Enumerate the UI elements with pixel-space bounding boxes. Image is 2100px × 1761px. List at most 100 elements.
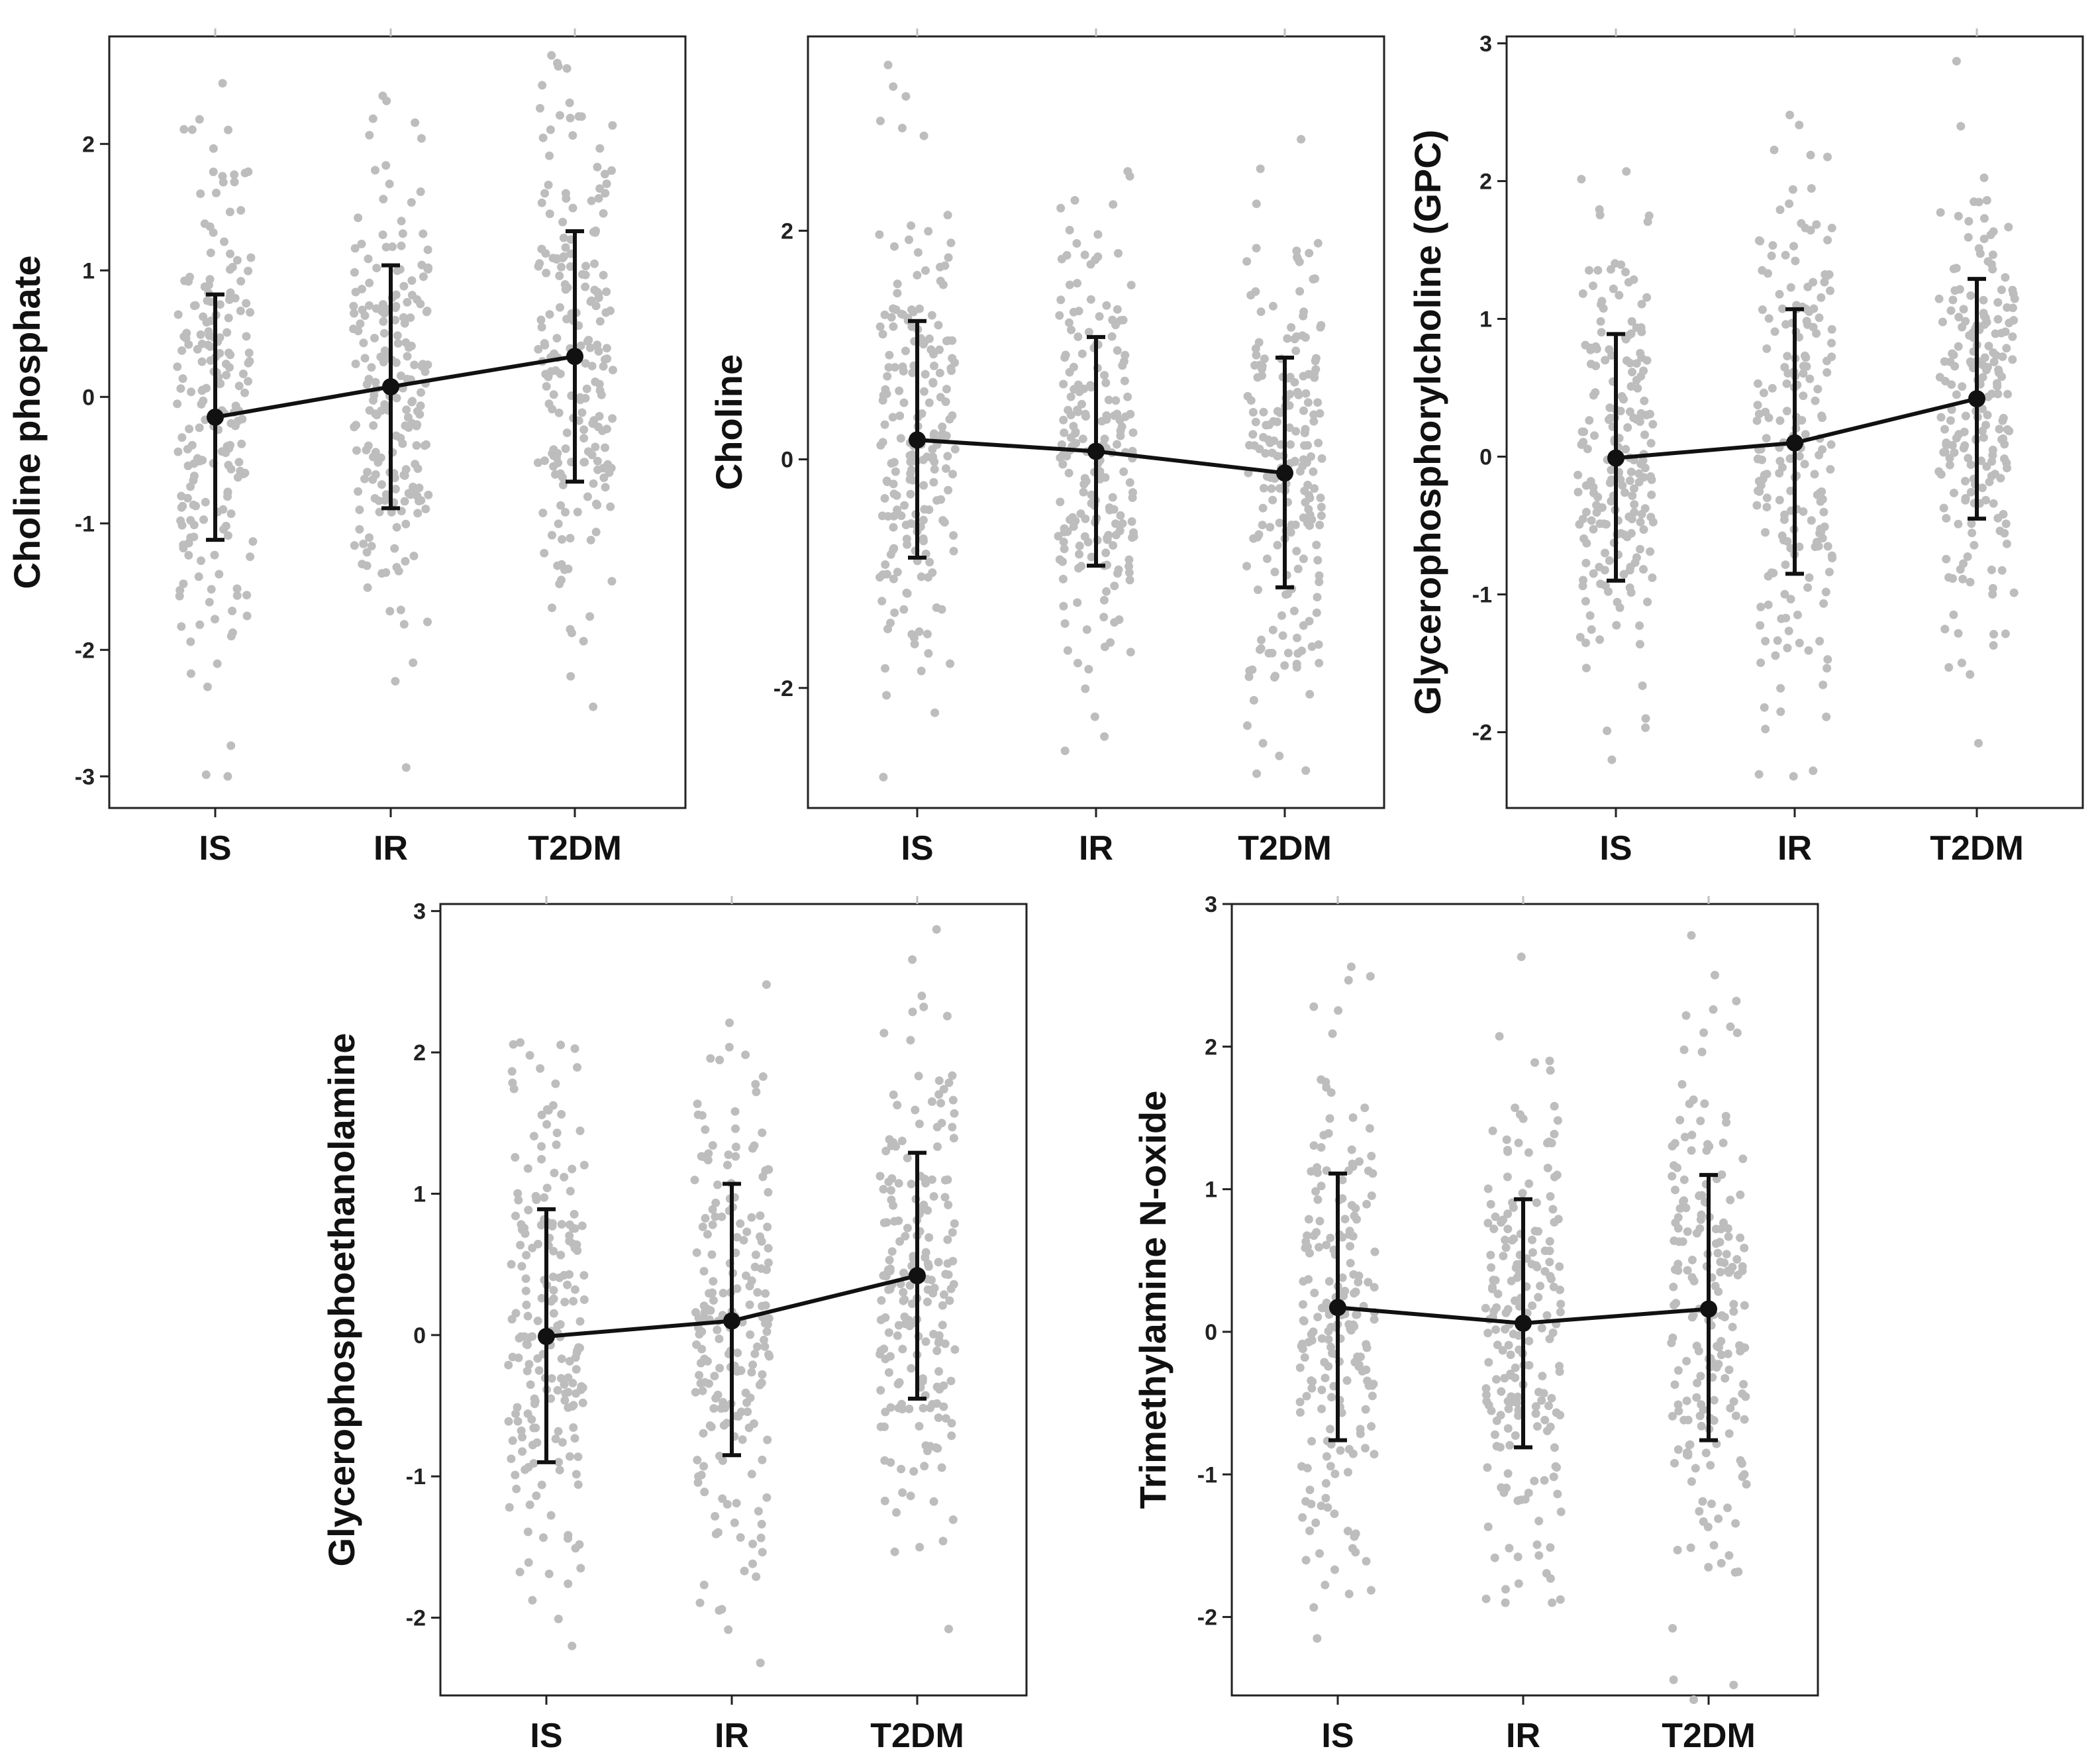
data-point (593, 456, 602, 466)
data-point (1334, 1006, 1343, 1015)
data-point (749, 1419, 758, 1429)
data-point (547, 1374, 556, 1383)
data-point (1639, 565, 1648, 574)
data-point (890, 363, 899, 372)
data-point (421, 505, 430, 513)
data-point (718, 1494, 727, 1503)
data-point (242, 611, 252, 621)
data-point (1789, 242, 1798, 251)
data-point (1344, 1589, 1354, 1599)
data-point (564, 1579, 573, 1588)
data-point (1817, 293, 1826, 302)
data-point (1717, 1558, 1726, 1568)
data-point (184, 277, 193, 286)
data-point (1762, 493, 1772, 503)
data-point (1616, 407, 1625, 416)
data-point (1740, 1243, 1749, 1252)
data-point (1287, 521, 1296, 530)
y-tick-label: 3 (1479, 31, 1492, 56)
data-point (197, 339, 207, 348)
data-point (2003, 464, 2011, 473)
data-point (1785, 111, 1795, 120)
data-point (574, 1452, 583, 1462)
data-point (753, 1287, 762, 1297)
data-point (231, 401, 240, 411)
data-point (938, 1301, 947, 1310)
data-point (1721, 1111, 1730, 1121)
data-point (1770, 145, 1779, 154)
data-point (1095, 312, 1104, 321)
data-point (1507, 1371, 1516, 1380)
data-point (1938, 317, 1947, 327)
x-category-label: IR (374, 829, 408, 868)
x-category-label: IR (1777, 829, 1812, 868)
data-point (562, 315, 572, 324)
data-point (534, 262, 543, 271)
data-point (1546, 1192, 1555, 1201)
data-point (225, 444, 234, 453)
data-point (1266, 523, 1275, 532)
data-point (930, 708, 940, 717)
data-point (736, 1533, 745, 1542)
data-point (360, 354, 370, 363)
data-point (1059, 379, 1068, 389)
data-point (595, 379, 604, 389)
data-point (197, 399, 206, 409)
data-point (700, 1378, 709, 1387)
data-point (1978, 373, 1987, 382)
data-point (1997, 328, 2006, 338)
data-point (1729, 1307, 1738, 1316)
data-point (564, 1387, 573, 1397)
data-point (362, 446, 371, 455)
data-point (913, 271, 922, 279)
data-point (1074, 564, 1083, 573)
data-point (746, 1330, 755, 1339)
data-point (1287, 323, 1296, 332)
data-point (524, 1558, 533, 1567)
data-point (1721, 1374, 1730, 1383)
data-point (948, 1228, 957, 1237)
data-point (717, 1605, 726, 1614)
data-point (1700, 1099, 1709, 1108)
data-point (1488, 1283, 1497, 1292)
data-point (1974, 244, 1983, 253)
data-point (1125, 568, 1134, 578)
data-point (357, 239, 366, 248)
data-point (1299, 1316, 1308, 1325)
data-point (1483, 1522, 1493, 1531)
data-point (602, 287, 611, 296)
data-point (570, 1209, 579, 1219)
data-point (1736, 1233, 1745, 1242)
data-point (602, 425, 611, 434)
data-point (1954, 519, 1963, 528)
data-point (1966, 578, 1975, 587)
data-point (1356, 1352, 1365, 1362)
data-point (1513, 1496, 1523, 1505)
data-point (733, 1367, 742, 1376)
data-point (1110, 581, 1119, 591)
data-point (1714, 1287, 1723, 1296)
data-point (1307, 642, 1317, 651)
data-point (599, 464, 608, 473)
data-point (1625, 512, 1634, 521)
data-point (1069, 362, 1078, 372)
data-point (921, 370, 930, 379)
data-point (879, 1029, 889, 1038)
data-point (1528, 1248, 1537, 1257)
data-point (1301, 389, 1311, 398)
data-point (1590, 431, 1599, 440)
data-point (1636, 348, 1645, 358)
data-point (1500, 1374, 1509, 1383)
data-point (1991, 351, 2001, 360)
data-point (522, 1250, 531, 1260)
data-point (204, 327, 213, 336)
data-point (1312, 540, 1321, 550)
data-point (1518, 1189, 1527, 1198)
data-point (1697, 1210, 1706, 1219)
data-point (1338, 1194, 1347, 1203)
data-point (1489, 1276, 1498, 1285)
data-point (1950, 286, 1960, 295)
data-point (935, 345, 944, 354)
data-point (1081, 514, 1090, 523)
data-point (1056, 497, 1065, 507)
